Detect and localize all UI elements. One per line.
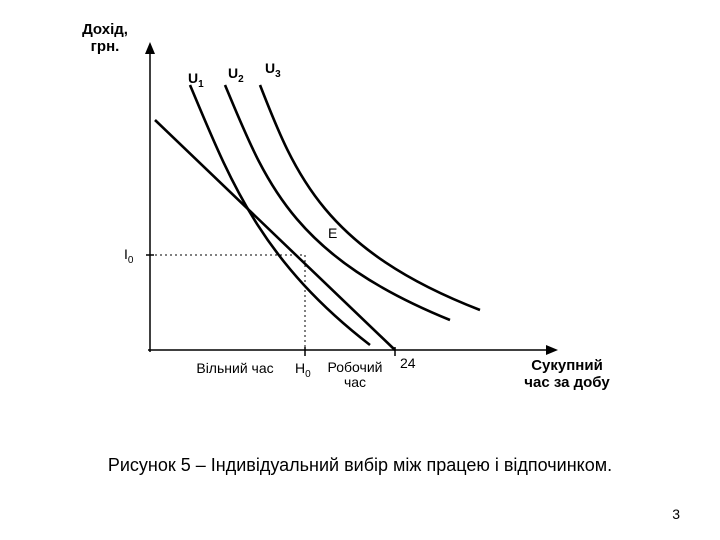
x-ticks [305,347,395,356]
figure-caption: Рисунок 5 – Індивідуальний вибір між пра… [0,455,720,476]
x-axis-label-line1: Сукупний [531,357,603,374]
x-axis-label-line2: час за добу [524,374,609,391]
curve-u3 [260,85,480,310]
tick-label-24: 24 [400,355,416,371]
x-axis-label: Сукупний час за добу [512,358,622,391]
y-axis-label-line1: Дохід, [82,21,128,38]
label-work-time-l2: час [344,374,366,390]
page-number: 3 [672,506,680,522]
label-free-time: Вільний час [175,360,295,376]
y-axis-label: Дохід, грн. [70,22,140,55]
label-work-time-l1: Робочий [328,359,383,375]
curve-u2 [225,85,450,320]
tick-label-h0: H0 [295,360,311,380]
point-label-e: E [328,225,337,241]
budget-line [155,120,395,350]
guides [150,255,305,350]
curve-u1 [190,85,370,345]
curve-label-u3: U3 [265,60,281,80]
chart: Дохід, грн. Сукупний час за добу U1 U2 U… [80,30,640,410]
curve-label-u1: U1 [188,70,204,90]
tick-label-i0: I0 [124,246,133,266]
label-work-time: Робочий час [320,360,390,391]
curve-label-u2: U2 [228,65,244,85]
chart-svg [80,30,640,410]
y-axis-label-line2: грн. [91,38,120,55]
page: Дохід, грн. Сукупний час за добу U1 U2 U… [0,0,720,540]
